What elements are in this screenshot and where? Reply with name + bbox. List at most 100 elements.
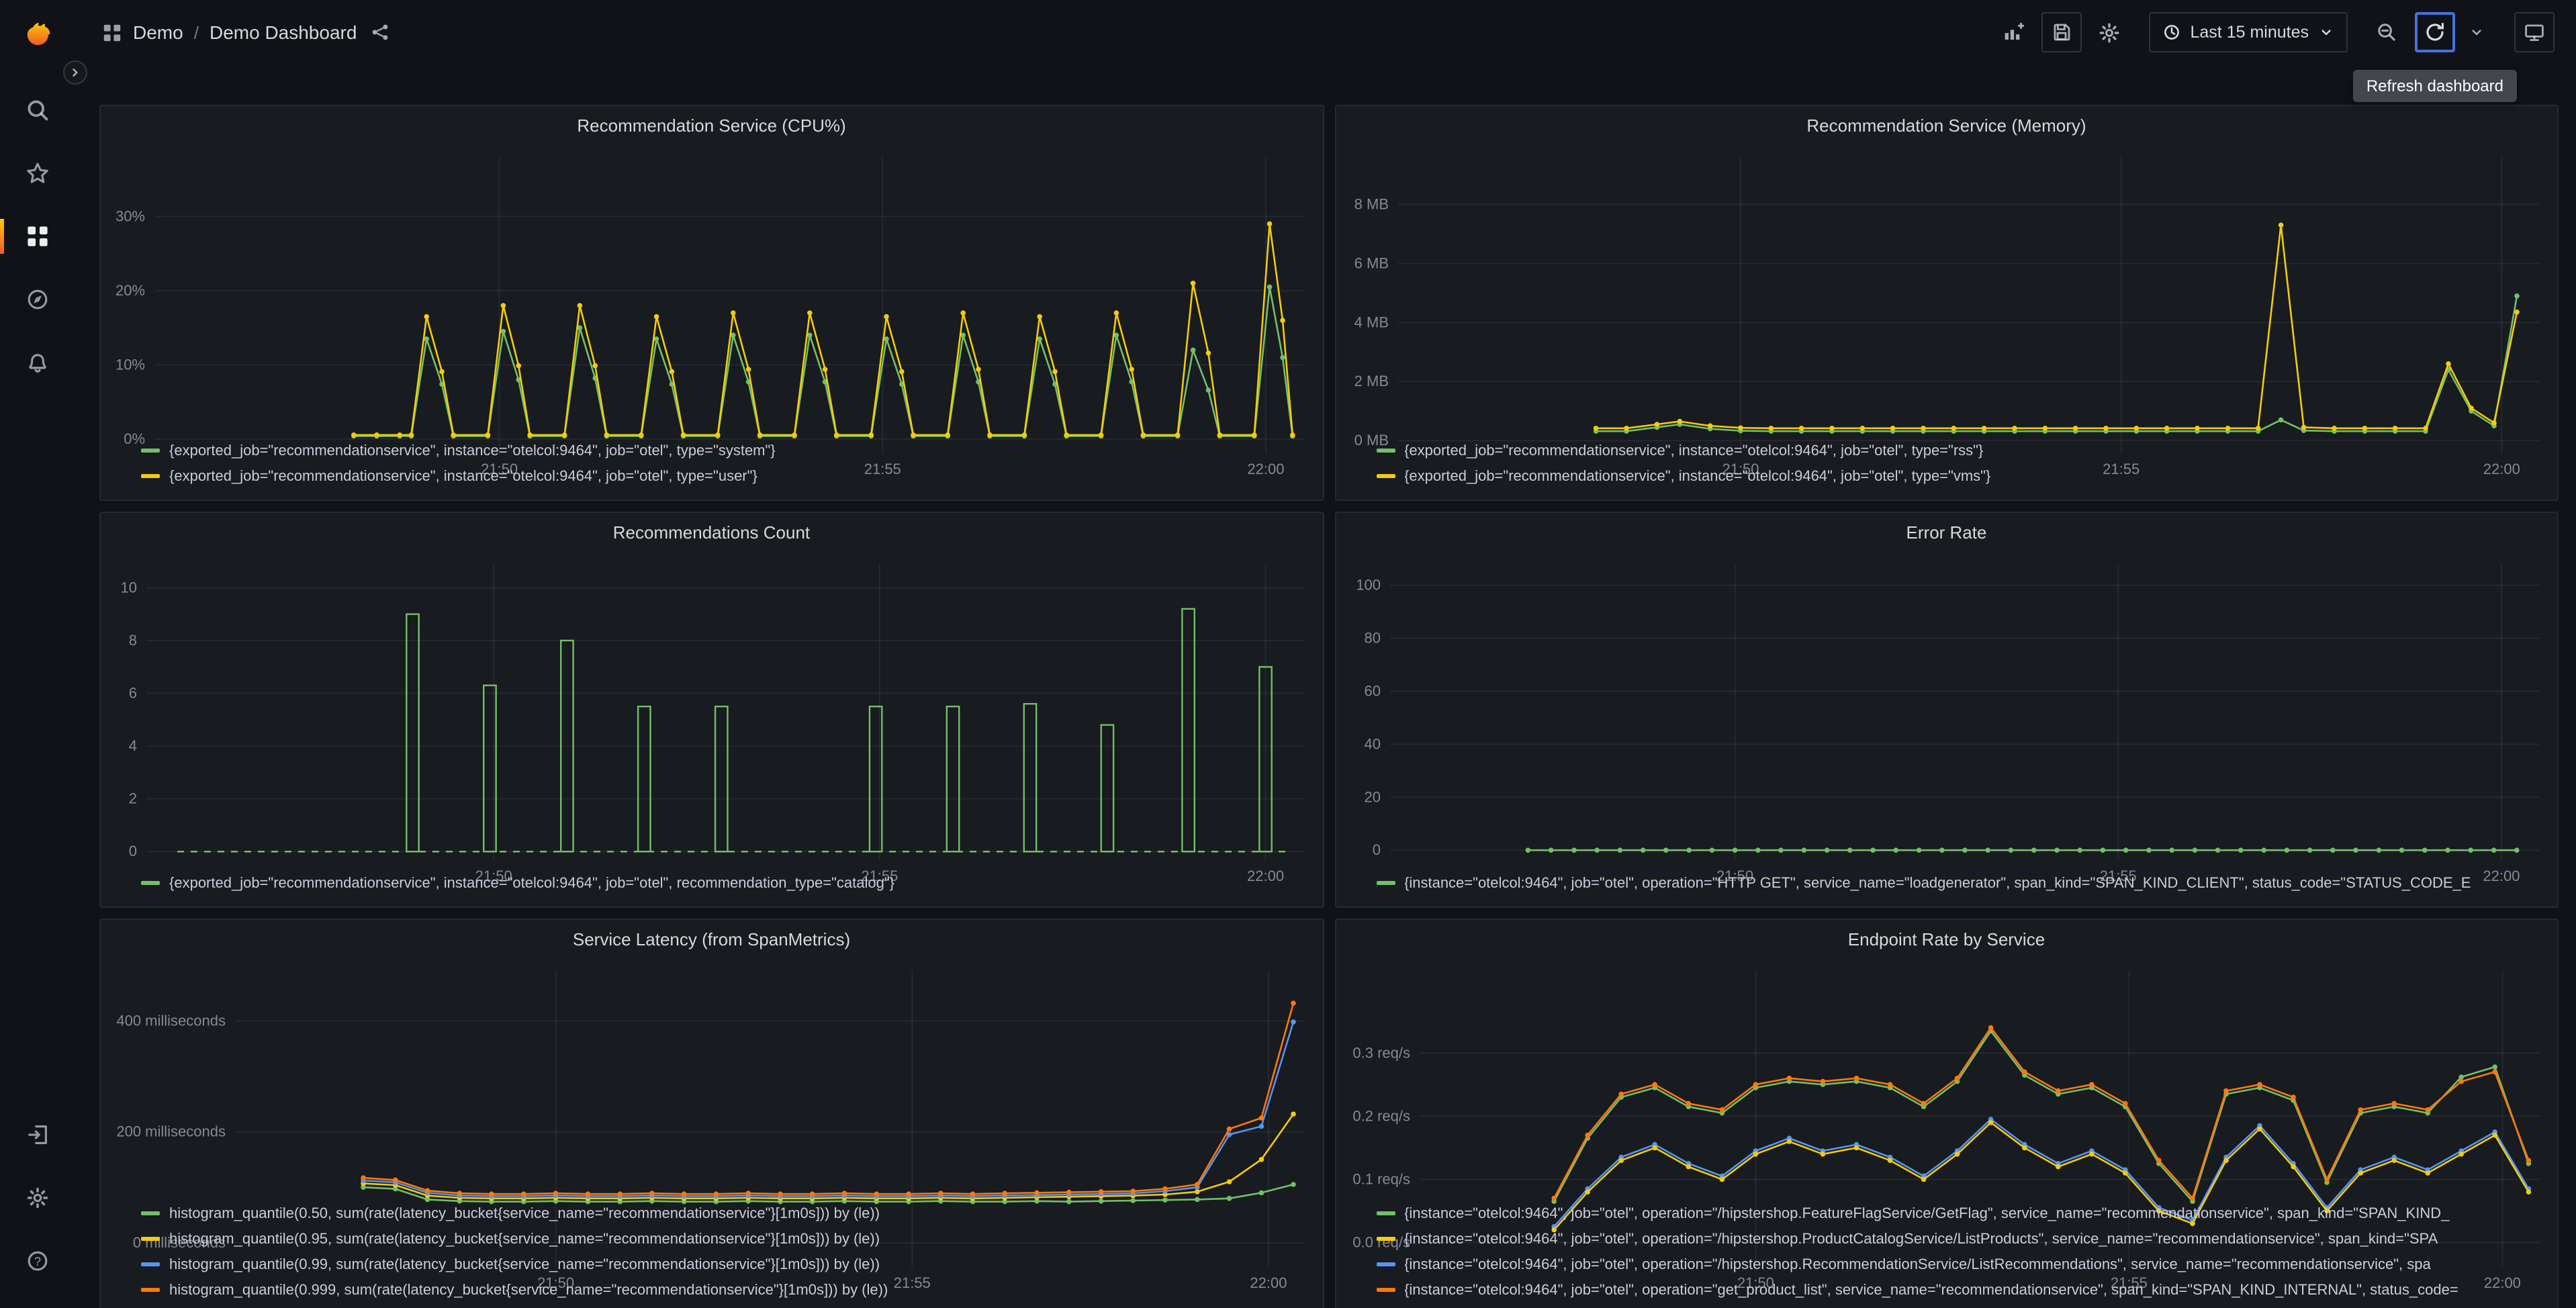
time-range-picker[interactable]: Last 15 minutes [2148,12,2348,52]
y-axis-label: 0.0 req/s [1352,1233,1410,1250]
x-axis-label: 21:50 [1716,868,1753,884]
cycle-view-mode-button[interactable] [2514,12,2555,52]
legend-item[interactable]: {instance="otelcol:9464", job="otel", op… [1376,1226,2544,1252]
panel-title[interactable]: Service Latency (from SpanMetrics) [572,929,851,949]
legend-swatch [1376,474,1395,478]
legend-item[interactable]: {instance="otelcol:9464", job="otel", op… [1376,870,2544,896]
x-axis-label: 22:00 [2482,868,2519,884]
x-axis-label: 21:55 [2099,868,2136,884]
x-axis-label: 21:50 [1737,1274,1774,1291]
y-axis-label: 60 [1364,682,1380,699]
series-line-p99 [363,1021,1295,1197]
sidebar-item-administration[interactable] [0,1168,75,1227]
panel-recommendations-count: Recommendations Count 0 2 4 6 8 10 21:50 21:55 2… [99,512,1324,908]
tv-icon [2524,21,2545,43]
sidebar-item-help[interactable]: ? [0,1231,75,1291]
breadcrumb-folder[interactable]: Demo [133,21,183,43]
legend-item[interactable]: {instance="otelcol:9464", job="otel", op… [1376,1277,2544,1303]
panel-title[interactable]: Endpoint Rate by Service [1847,929,2045,949]
series-line-p50 [363,1183,1294,1203]
x-axis-label: 22:00 [1247,461,1284,477]
chart-recommendation-cpu[interactable]: 0% 10% 20% 30% 21:50 21:55 22:00 [101,144,1322,477]
refresh-interval-dropdown[interactable] [2465,13,2489,51]
dashboards-icon [26,224,50,248]
legend-item[interactable]: histogram_quantile(0.95, sum(rate(latenc… [141,1226,1309,1252]
series-line-rss [1595,295,2518,432]
grafana-logo[interactable] [0,0,75,64]
x-axis-label: 21:55 [864,461,901,477]
x-axis-label: 21:50 [537,1274,574,1291]
share-icon[interactable] [370,23,389,42]
chevron-down-icon [2318,24,2334,40]
alerting-bell-icon [26,351,50,375]
chart-recommendation-memory[interactable]: 0 MB 2 MB 4 MB 6 MB 8 MB 21:50 21:55 22:00 [1336,144,2557,477]
legend-swatch [1376,449,1395,453]
x-axis-label: 22:00 [1250,1274,1287,1291]
time-range-label: Last 15 minutes [2190,23,2309,42]
chart-recommendations-count[interactable]: 0 2 4 6 8 10 21:50 21:55 22:00 [101,551,1322,884]
refresh-button[interactable] [2415,12,2455,52]
x-axis-label: 21:50 [481,461,518,477]
sidebar-item-alerting[interactable] [0,333,75,392]
chart-error-rate[interactable]: 0 20 40 60 80 100 21:50 21:55 22:00 [1336,551,2557,884]
y-axis-label: 0 MB [1354,432,1388,449]
y-axis-label: 20 [1364,788,1380,805]
y-axis-label: 10 [121,579,137,596]
panel-title[interactable]: Recommendation Service (CPU%) [577,115,846,135]
legend-swatch [141,474,160,478]
legend-label: {instance="otelcol:9464", job="otel", op… [1404,875,2471,891]
x-axis-label: 21:55 [894,1274,931,1291]
x-axis-label: 22:00 [2483,1274,2520,1291]
sidebar-item-dashboards[interactable] [0,207,75,266]
sign-in-icon [26,1123,50,1147]
panel-recommendation-cpu: Recommendation Service (CPU%) 0% 10% 20% 30… [99,105,1324,501]
panel-title[interactable]: Error Rate [1906,522,1987,542]
legend-item[interactable]: {exported_job="recommendationservice", i… [1376,438,2544,463]
y-axis-label: 4 [129,737,137,754]
x-axis-label: 21:50 [1721,461,1758,477]
legend-item[interactable]: {exported_job="recommendationservice", i… [141,438,1309,463]
panel-title[interactable]: Recommendations Count [612,522,811,542]
legend-label: {instance="otelcol:9464", job="otel", op… [1404,1282,2458,1298]
add-panel-button[interactable] [1994,13,2032,51]
legend: histogram_quantile(0.50, sum(rate(latenc… [101,1195,1322,1308]
chart-svg: 0 MB 2 MB 4 MB 6 MB 8 MB 21:50 21:55 22:00 [1354,157,2539,477]
legend-item[interactable]: {exported_job="recommendationservice", i… [141,870,1309,896]
x-axis-label: 21:50 [475,868,512,884]
chart-endpoint-rate[interactable]: 0.0 req/s 0.1 req/s 0.2 req/s 0.3 req/s 21:5… [1336,957,2557,1291]
legend-label: {instance="otelcol:9464", job="otel", op… [1404,1205,2450,1221]
legend-item[interactable]: {instance="otelcol:9464", job="otel", op… [1376,1201,2544,1226]
sidebar-item-explore[interactable] [0,270,75,329]
y-axis-label: 0 milliseconds [133,1234,226,1251]
menu-expand-button[interactable] [63,60,87,85]
legend-item[interactable]: histogram_quantile(0.99, sum(rate(latenc… [141,1252,1309,1277]
legend-item[interactable]: {instance="otelcol:9464", job="otel", op… [1376,1252,2544,1277]
series-line-vms [1595,224,2518,430]
legend-item[interactable]: histogram_quantile(0.50, sum(rate(latenc… [141,1201,1309,1226]
y-axis-label: 10% [116,356,145,373]
legend-swatch [141,1288,160,1292]
sidebar-item-sign-in[interactable] [0,1105,75,1164]
legend-item[interactable]: {exported_job="recommendationservice", i… [141,463,1309,489]
legend-item[interactable]: histogram_quantile(0.999, sum(rate(laten… [141,1277,1309,1303]
legend: {exported_job="recommendationservice", i… [1336,432,2557,500]
save-dashboard-button[interactable] [2041,12,2082,52]
y-axis-label: 80 [1364,630,1380,647]
legend-swatch [141,1237,160,1241]
legend-swatch [1376,881,1395,885]
breadcrumb-dashboard[interactable]: Demo Dashboard [209,21,357,43]
panel-title[interactable]: Recommendation Service (Memory) [1806,115,2086,135]
chart-service-latency[interactable]: 0 milliseconds 200 milliseconds 400 millis… [101,957,1322,1291]
chevron-right-icon [68,66,82,79]
dashboard-settings-button[interactable] [2091,13,2129,51]
legend-item[interactable]: {exported_job="recommendationservice", i… [1376,463,2544,489]
series-line-ListRecommendations [1553,1118,2529,1227]
y-axis-label: 0% [124,430,145,447]
legend-swatch [141,881,160,885]
sidebar-item-search[interactable] [0,81,75,140]
y-axis-label: 0 [129,843,137,859]
zoom-out-time-button[interactable] [2368,13,2405,51]
sideb ar-item-starred[interactable] [0,144,75,203]
panel-add-icon [2003,21,2024,43]
